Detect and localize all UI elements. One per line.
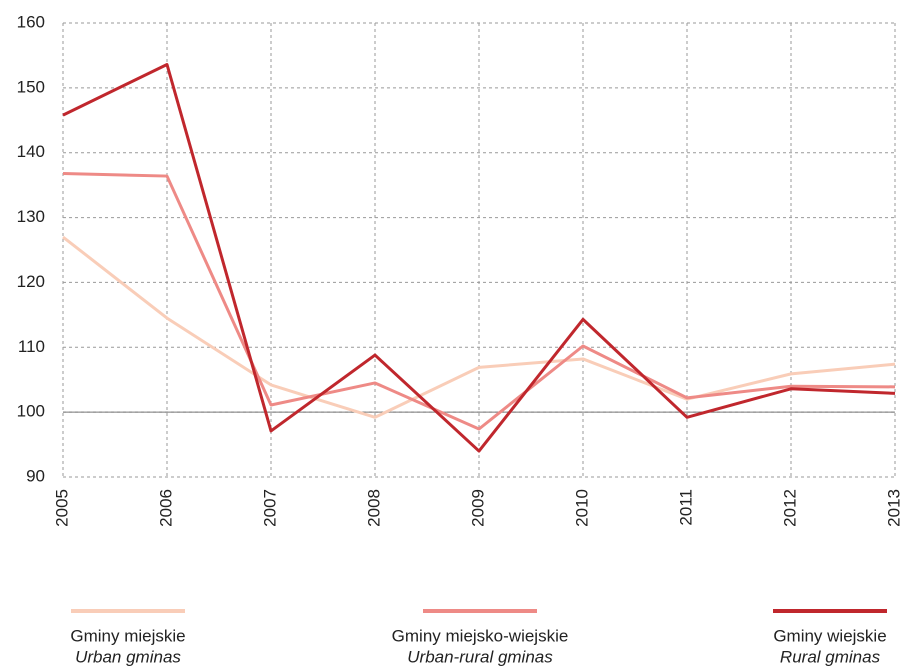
legend-label: Gminy miejskie [70, 626, 185, 645]
legend-label-en: Urban gminas [75, 647, 181, 666]
x-tick-label: 2010 [572, 489, 591, 527]
series-line [62, 63, 896, 453]
x-tick-label: 2012 [780, 489, 799, 527]
series-line [62, 235, 896, 419]
y-tick-label: 100 [17, 402, 45, 421]
y-tick-label: 160 [17, 12, 45, 31]
x-tick-label: 2008 [364, 489, 383, 527]
legend-label-en: Rural gminas [780, 647, 881, 666]
x-tick-label: 2009 [468, 489, 487, 527]
series-line [62, 171, 896, 431]
y-tick-label: 110 [18, 337, 45, 356]
x-tick-label: 2011 [676, 489, 695, 526]
y-tick-label: 150 [17, 77, 45, 96]
legend-label: Gminy miejsko-wiejskie [392, 626, 569, 645]
x-tick-label: 2013 [884, 489, 903, 527]
x-tick-label: 2006 [156, 489, 175, 527]
legend-label-en: Urban-rural gminas [407, 647, 553, 666]
legend-label: Gminy wiejskie [773, 626, 886, 645]
x-tick-label: 2005 [52, 489, 71, 527]
y-tick-label: 120 [17, 272, 45, 291]
y-tick-label: 130 [17, 207, 45, 226]
y-tick-label: 90 [26, 466, 45, 485]
y-tick-label: 140 [17, 142, 45, 161]
x-tick-label: 2007 [260, 489, 279, 527]
